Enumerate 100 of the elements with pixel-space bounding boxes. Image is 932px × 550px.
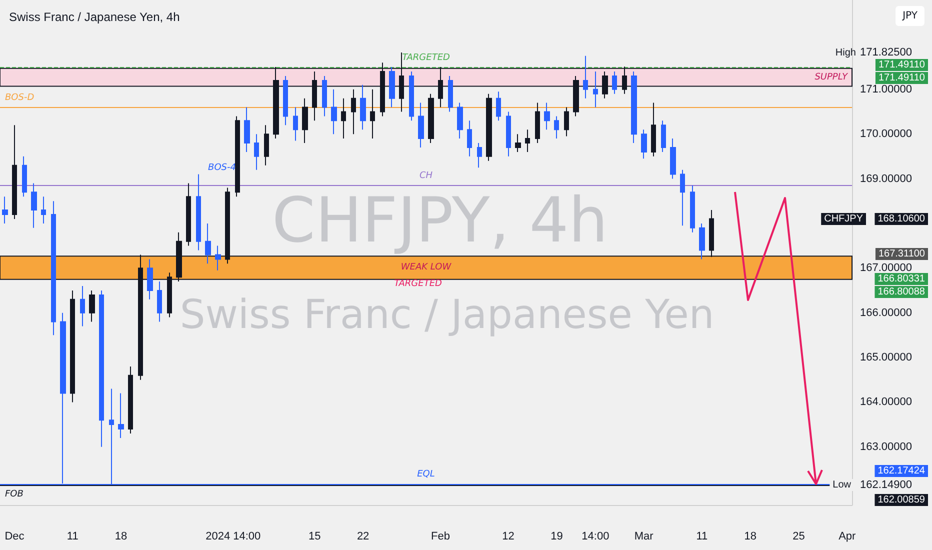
candlestick	[593, 71, 598, 108]
x-tick-label: 22	[356, 530, 370, 542]
candlestick	[341, 98, 346, 140]
candlestick	[506, 111, 511, 157]
x-tick-label: 11	[66, 530, 78, 542]
candlestick	[215, 245, 221, 271]
y-tick-label: 167.00000	[860, 262, 912, 274]
annotation: CHFJPY	[824, 214, 864, 224]
text: 171.49110	[878, 72, 926, 84]
ref-line-label: BOS-D	[5, 92, 34, 103]
candlestick	[147, 258, 153, 300]
candlestick	[457, 102, 463, 140]
candlestick	[467, 120, 472, 157]
text: 171.49110	[878, 60, 926, 70]
x-tick-label: Mar	[634, 530, 654, 542]
candlestick	[331, 88, 337, 135]
candlestick	[351, 88, 356, 135]
text: 168.10600	[878, 214, 926, 224]
candlestick	[661, 120, 666, 152]
candlestick	[409, 71, 414, 122]
candlestick	[496, 91, 501, 122]
candlestick	[205, 222, 211, 264]
x-tick-label: 14:00	[233, 530, 261, 542]
candlestick	[418, 102, 424, 148]
candlestick	[612, 71, 617, 94]
candlestick	[283, 75, 288, 126]
candlestick	[448, 75, 453, 112]
text: 167.31100	[878, 248, 926, 260]
ref-line-label: FOB	[5, 489, 24, 500]
candlestick	[254, 134, 259, 170]
x-tick-label: Feb	[431, 530, 450, 542]
x-tick-label: 12	[502, 530, 514, 542]
candlestick	[699, 222, 705, 260]
ref-line-label: CH	[419, 170, 433, 181]
text: 162.00859	[878, 494, 926, 506]
candlestick	[22, 156, 27, 198]
band-label: SUPPLY	[814, 72, 849, 82]
y-tick-label: 169.00000	[860, 172, 912, 185]
candlestick	[2, 196, 8, 224]
candlestick	[293, 106, 298, 142]
candlestick	[360, 84, 366, 130]
y-tick-label: 166.00000	[860, 306, 912, 319]
candlestick	[631, 71, 637, 144]
annotation: High	[835, 48, 856, 58]
x-tick-label: 14:00	[582, 530, 610, 542]
x-tick-label: 11	[696, 530, 708, 542]
candlestick	[128, 366, 133, 434]
x-tick-label: Apr	[838, 530, 856, 542]
candlestick	[80, 286, 85, 327]
candlestick	[12, 124, 17, 220]
x-tick-label: 18	[744, 530, 756, 542]
candlestick	[70, 290, 75, 403]
text: 166.80331	[878, 274, 926, 284]
candlestick	[554, 116, 559, 140]
candlestick	[89, 290, 95, 322]
y-tick-label: 171.00000	[860, 83, 912, 96]
candlestick	[99, 290, 104, 448]
candlestick	[389, 66, 395, 108]
candlestick	[244, 106, 250, 152]
candlestick	[41, 196, 46, 224]
x-tick-label: 25	[792, 530, 805, 542]
annotation: TARGETED	[394, 279, 442, 289]
candlestick	[515, 134, 521, 152]
y-tick-label: 164.00000	[860, 396, 912, 408]
y-tick-label: 170.00000	[860, 128, 912, 140]
candlestick	[641, 129, 647, 160]
candlestick	[235, 116, 240, 198]
band-label: WEAK LOW	[400, 262, 452, 273]
text: Swiss Franc / Japanese Yen, 4h	[9, 10, 180, 24]
x-tick-label: 19	[550, 530, 563, 542]
candlestick	[118, 392, 124, 438]
candlestick	[690, 184, 695, 233]
ref-line-label: TARGETED	[402, 52, 450, 63]
candlestick	[322, 75, 327, 117]
y-tick-label: 162.14900	[860, 478, 912, 491]
candlestick	[670, 138, 676, 180]
x-tick-label: 18	[114, 530, 128, 542]
y-tick-label: 165.00000	[860, 352, 912, 364]
candlestick	[264, 124, 269, 166]
candlestick	[535, 102, 540, 144]
ref-line-label: EQL	[417, 469, 435, 480]
candlestick	[157, 281, 162, 322]
candlestick	[544, 102, 550, 130]
candlestick	[680, 169, 685, 226]
candlestick	[428, 93, 434, 144]
text: 166.80088	[878, 286, 926, 298]
x-tick-label: 15	[308, 530, 321, 542]
candlestick	[583, 55, 588, 99]
annotation: Low	[832, 480, 852, 490]
candlestick	[186, 182, 191, 246]
candlestick	[302, 98, 308, 144]
candlestick	[564, 106, 569, 137]
x-tick-label: Dec	[4, 530, 25, 542]
candlestick	[196, 174, 201, 251]
candlestick	[477, 142, 482, 168]
text: JPY	[902, 10, 918, 22]
candlestick	[486, 93, 492, 162]
x-tick-label: 2024	[206, 530, 230, 542]
candlestick	[370, 88, 375, 140]
candlestick	[525, 129, 530, 152]
